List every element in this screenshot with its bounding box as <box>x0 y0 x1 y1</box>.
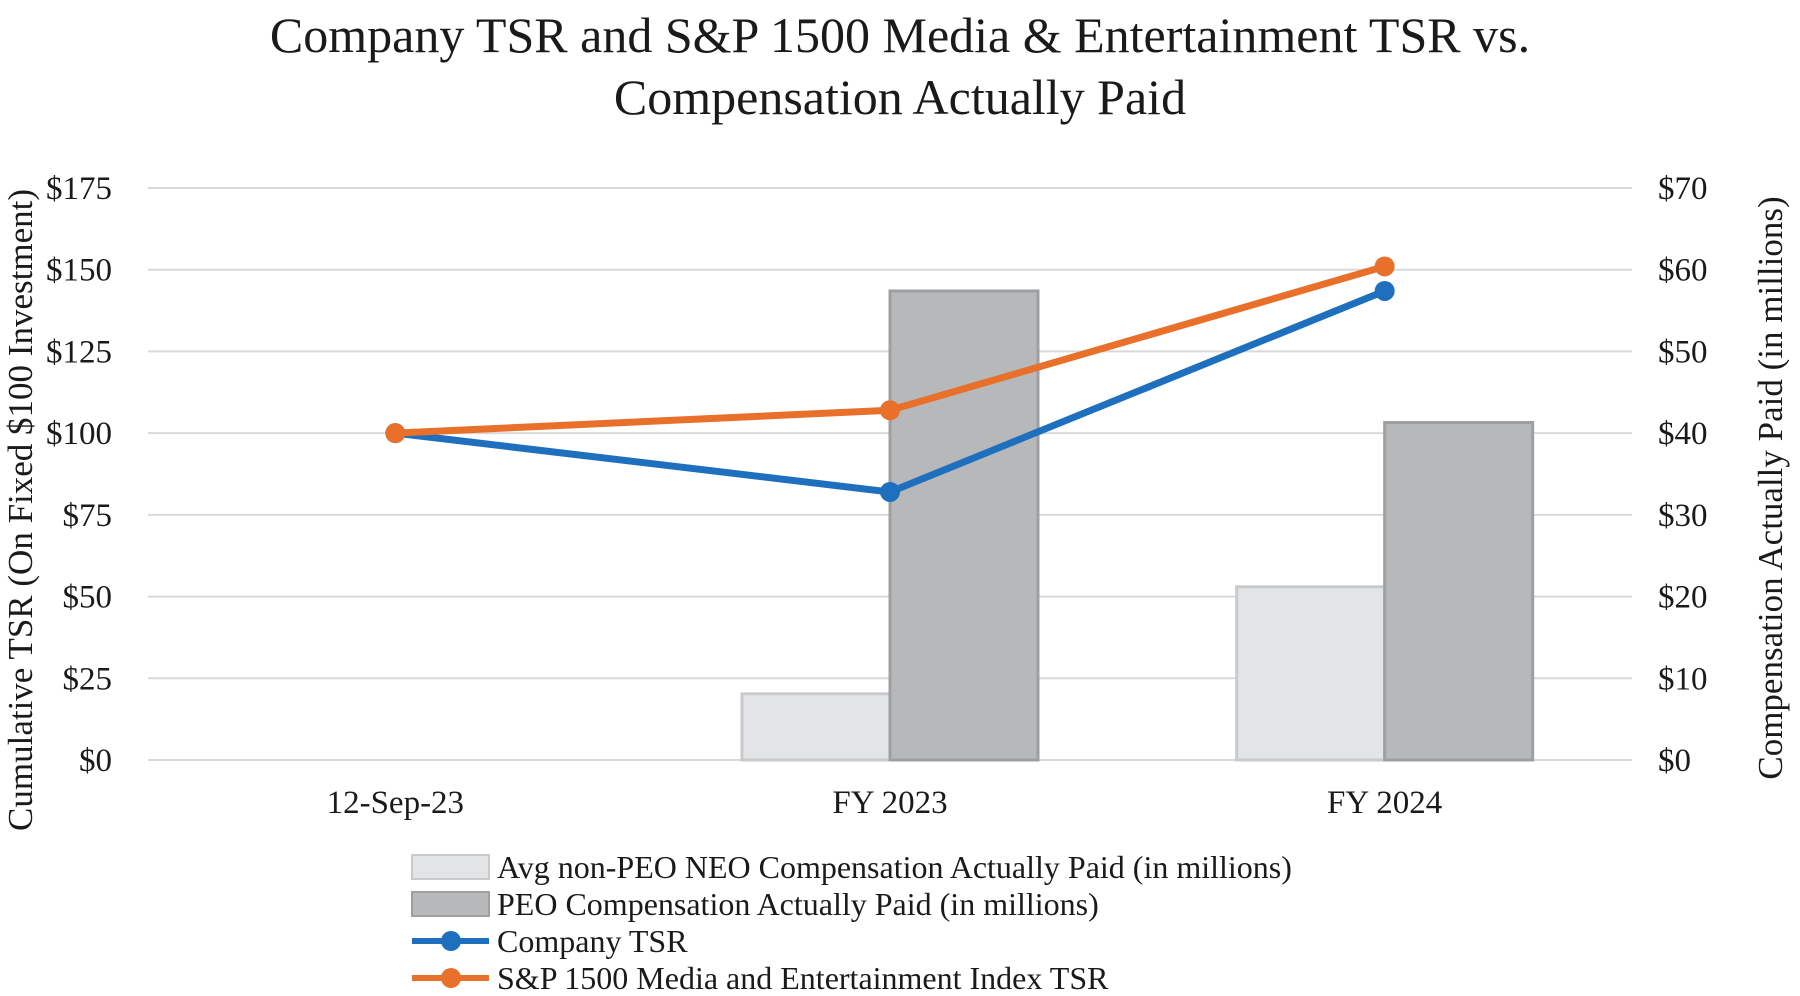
lines <box>385 256 1395 502</box>
legend-label-peo: PEO Compensation Actually Paid (in milli… <box>497 886 1099 922</box>
right-axis-ticks: $0 $10 $20 $30 $40 $50 $60 $70 <box>1658 171 1708 779</box>
bar-peo <box>1383 421 1535 762</box>
legend-label-index-tsr: S&P 1500 Media and Entertainment Index T… <box>497 960 1109 996</box>
left-tick-label: $0 <box>79 743 112 779</box>
left-tick-label: $150 <box>46 253 112 289</box>
x-axis-ticks: 12-Sep-23 FY 2023 FY 2024 <box>327 785 1443 821</box>
point-company-tsr <box>1374 280 1395 301</box>
left-tick-label: $100 <box>46 416 112 452</box>
right-tick-label: $70 <box>1658 171 1708 207</box>
left-tick-label: $175 <box>46 171 112 207</box>
legend-marker-index-tsr <box>441 968 461 988</box>
bar-avg-neo <box>740 692 892 762</box>
legend-swatch-peo <box>411 891 490 917</box>
left-axis-title: Cumulative TSR (On Fixed $100 Investment… <box>1 189 40 831</box>
point-index-tsr <box>880 400 900 421</box>
left-axis-ticks: $0 $25 $50 $75 $100 $125 $150 $175 <box>46 171 112 779</box>
right-tick-label: $20 <box>1658 580 1708 616</box>
right-tick-label: $60 <box>1658 253 1708 289</box>
bar-avg-neo <box>1235 585 1387 762</box>
x-tick-label: FY 2023 <box>832 785 947 821</box>
point-company-tsr <box>880 481 900 502</box>
chart-title-line-2: Compensation Actually Paid <box>613 69 1187 125</box>
right-tick-label: $30 <box>1658 498 1708 534</box>
bars <box>740 289 1535 762</box>
right-axis-title: Compensation Actually Paid (in millions) <box>1751 196 1790 779</box>
bar-peo <box>888 289 1040 762</box>
legend-marker-company-tsr <box>441 931 461 951</box>
point-index-tsr <box>385 423 406 444</box>
x-tick-label: FY 2024 <box>1327 785 1442 821</box>
chart-title-line-1: Company TSR and S&P 1500 Media & Enterta… <box>269 7 1531 63</box>
right-tick-label: $50 <box>1658 334 1708 370</box>
x-tick-label: 12-Sep-23 <box>327 785 464 821</box>
legend: Avg non-PEO NEO Compensation Actually Pa… <box>411 849 1292 996</box>
legend-label-company-tsr: Company TSR <box>497 923 688 959</box>
legend-swatch-avg-neo <box>411 854 490 880</box>
right-tick-label: $10 <box>1658 661 1708 697</box>
left-tick-label: $50 <box>63 580 113 616</box>
right-tick-label: $40 <box>1658 416 1708 452</box>
point-index-tsr <box>1374 256 1395 277</box>
left-tick-label: $75 <box>63 498 113 534</box>
left-tick-label: $25 <box>63 661 113 697</box>
chart-title: Company TSR and S&P 1500 Media & Enterta… <box>0 4 1800 128</box>
left-tick-label: $125 <box>46 334 112 370</box>
right-tick-label: $0 <box>1658 743 1691 779</box>
legend-label-avg-neo: Avg non-PEO NEO Compensation Actually Pa… <box>497 849 1292 885</box>
